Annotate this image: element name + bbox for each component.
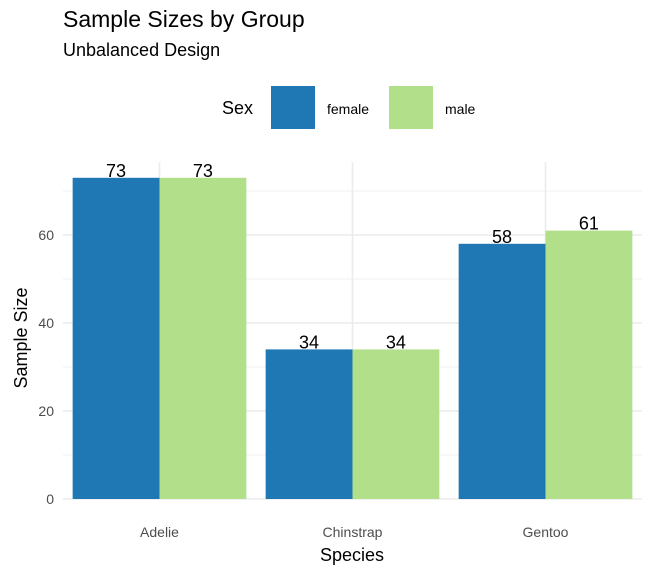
y-tick-label: 60 [38,227,54,243]
legend-title: Sex [222,98,253,118]
x-axis-title: Species [320,545,384,565]
bar [352,349,440,499]
y-axis-title: Sample Size [11,287,31,388]
bar [72,177,160,500]
bar-value-label: 61 [579,214,599,234]
bar-value-label: 73 [193,161,213,181]
bar-value-label: 34 [386,332,406,352]
legend-key [389,86,433,129]
chart-subtitle: Unbalanced Design [63,40,221,60]
bar-value-label: 58 [492,227,512,247]
y-tick-label: 40 [38,315,54,331]
bars [72,177,633,500]
y-tick-label: 20 [38,403,54,419]
x-tick-label: Adelie [140,524,179,540]
bar-labels: 73 73 34 34 58 61 [106,161,599,353]
x-axis-ticks: Adelie Chinstrap Gentoo [140,524,569,540]
legend-label: female [327,101,369,117]
bar [159,177,247,500]
bar-value-label: 73 [106,161,126,181]
legend-key [271,86,315,129]
x-tick-label: Gentoo [523,524,569,540]
x-tick-label: Chinstrap [323,524,383,540]
bar [458,243,546,499]
legend: Sex female male [222,86,476,129]
bar-value-label: 34 [299,332,319,352]
y-tick-label: 0 [46,491,54,507]
bar [545,230,633,499]
bar [265,349,353,499]
legend-label: male [445,101,476,117]
chart-title: Sample Sizes by Group [63,6,305,32]
y-axis-ticks: 0 20 40 60 [38,227,54,507]
